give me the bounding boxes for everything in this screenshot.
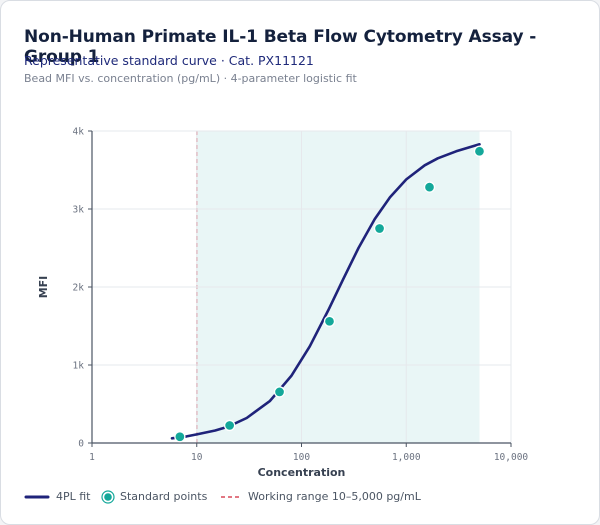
series-layer bbox=[170, 143, 486, 443]
axes-layer bbox=[88, 130, 512, 447]
tick-labels-layer: 1 10 100 1,000 10,000 0 1k 2k 3k 4k bbox=[73, 127, 529, 464]
standard-point bbox=[223, 419, 236, 432]
y-tick-label: 2k bbox=[73, 283, 85, 294]
legend-label-fit: 4PL fit bbox=[56, 490, 91, 503]
standard-point bbox=[423, 181, 436, 193]
x-axis-title: Concentration bbox=[258, 466, 346, 479]
legend-label-range: Working range 10–5,000 pg/mL bbox=[248, 490, 421, 503]
standard-point bbox=[373, 222, 386, 235]
chart-plot: 1 10 100 1,000 10,000 0 1k 2k 3k 4k Concentration… bbox=[37, 127, 529, 480]
y-tick-label: 3k bbox=[73, 205, 85, 216]
standard-point bbox=[273, 386, 286, 398]
chart-subtitle: Representative standard curve · Cat. PX1… bbox=[24, 53, 314, 68]
x-tick-label: 100 bbox=[293, 452, 310, 463]
chart-title: Non-Human Primate IL-1 Beta Flow Cytomet… bbox=[24, 27, 537, 67]
legend-swatch-dashed bbox=[221, 496, 241, 498]
standard-point bbox=[473, 145, 486, 157]
y-axis-title: MFI bbox=[37, 276, 50, 299]
x-tick-label: 1 bbox=[89, 452, 95, 463]
grid-layer bbox=[92, 130, 512, 443]
x-tick-label: 1,000 bbox=[392, 452, 421, 463]
standard-point bbox=[323, 315, 336, 327]
standard-point bbox=[174, 431, 186, 443]
y-tick-label: 1k bbox=[73, 361, 85, 372]
legend-label-points: Standard points bbox=[120, 490, 208, 503]
y-tick-label: 0 bbox=[78, 439, 84, 450]
legend-swatch-line bbox=[24, 495, 50, 499]
x-tick-label: 10,000 bbox=[494, 452, 529, 463]
legend-swatch-point bbox=[101, 490, 115, 504]
y-tick-label: 4k bbox=[73, 127, 85, 138]
chart-caption: Bead MFI vs. concentration (pg/mL) · 4-p… bbox=[24, 72, 357, 85]
fit-curve bbox=[170, 143, 481, 440]
x-tick-label: 10 bbox=[191, 452, 203, 463]
